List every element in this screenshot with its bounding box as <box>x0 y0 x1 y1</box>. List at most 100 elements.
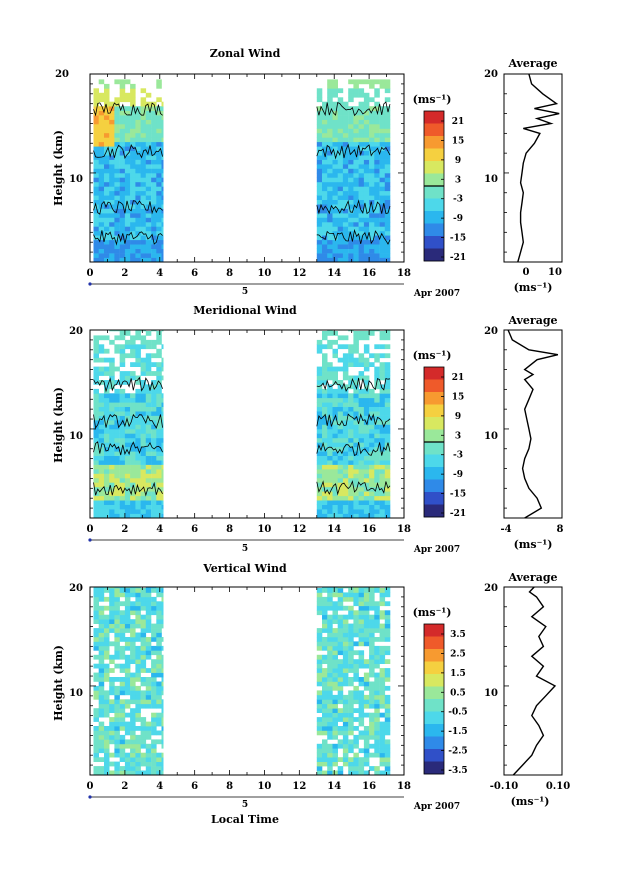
heatmap-cell <box>348 451 354 456</box>
heatmap-cell <box>379 592 386 598</box>
heatmap-cell <box>104 428 110 434</box>
heatmap-cell <box>114 699 120 705</box>
heatmap-cell <box>124 371 131 376</box>
heatmap-cell <box>135 619 141 624</box>
heatmap-cell <box>379 253 386 258</box>
heatmap-cell <box>109 428 115 434</box>
heatmap-cell <box>151 181 157 187</box>
heatmap-cell <box>104 623 110 629</box>
panel-title: Zonal Wind <box>210 47 281 60</box>
heatmap-cell <box>353 766 359 771</box>
heatmap-cell <box>140 88 147 94</box>
heatmap-cell <box>342 663 349 669</box>
heatmap-cell <box>109 402 115 407</box>
heatmap-cell <box>151 137 157 143</box>
heatmap-cell <box>114 217 120 223</box>
heatmap-cell <box>348 703 354 709</box>
heatmap-cell <box>145 614 152 620</box>
heatmap-cell <box>337 672 344 678</box>
heatmap-cell <box>322 717 328 722</box>
heatmap-cell <box>379 199 386 205</box>
heatmap-cell <box>358 513 365 519</box>
heatmap-cell <box>374 168 380 174</box>
heatmap-cell <box>130 491 136 497</box>
heatmap-cell <box>363 159 370 165</box>
heatmap-cell <box>98 110 105 116</box>
heatmap-cell <box>342 168 349 174</box>
heatmap-cell <box>156 495 162 501</box>
heatmap-cell <box>130 743 136 749</box>
heatmap-cell <box>363 213 370 218</box>
heatmap-cell <box>145 186 152 192</box>
heatmap-cell <box>130 721 136 727</box>
heatmap-cell <box>98 451 105 456</box>
heatmap-cell <box>98 186 105 192</box>
heatmap-cell <box>161 172 164 178</box>
x-ticks: 0 2 4 6 8 10 12 14 16 18 <box>87 781 411 792</box>
heatmap-cell <box>104 424 110 430</box>
heatmap-cell <box>337 645 344 651</box>
heatmap-cell <box>114 253 120 258</box>
heatmap-cell <box>379 141 386 147</box>
heatmap-cell <box>332 757 338 762</box>
heatmap-cell <box>114 770 120 776</box>
heatmap-cell <box>151 415 157 421</box>
heatmap-cell <box>353 226 359 232</box>
heatmap-cell <box>358 106 365 111</box>
heatmap-cell <box>161 464 164 470</box>
heatmap-cell <box>151 685 157 691</box>
heatmap-cell <box>93 393 99 399</box>
heatmap-cell <box>130 115 136 120</box>
heatmap-cell <box>353 614 359 620</box>
heatmap-cell <box>109 110 115 116</box>
heatmap-cell <box>358 730 365 736</box>
heatmap-cell <box>104 650 110 656</box>
heatmap-cell <box>119 172 126 178</box>
heatmap-cell <box>156 110 162 116</box>
heatmap-cell <box>348 486 354 492</box>
heatmap-cell <box>322 344 328 350</box>
heatmap-cell <box>135 181 141 187</box>
heatmap-cell <box>348 348 354 354</box>
heatmap-cell <box>337 97 344 103</box>
heatmap-cell <box>130 739 136 745</box>
heatmap-cell <box>322 712 328 718</box>
heatmap-cell <box>140 513 147 519</box>
heatmap-cell <box>124 766 131 771</box>
heatmap-cell <box>353 357 359 363</box>
heatmap-cell <box>369 442 375 448</box>
heatmap-cell <box>379 83 386 89</box>
heatmap-cell <box>161 248 164 254</box>
heatmap-cell <box>151 632 157 638</box>
heatmap-cell <box>353 362 359 367</box>
heatmap-cell <box>114 177 120 183</box>
heatmap-cell <box>353 79 359 85</box>
heatmap-cell <box>384 717 391 722</box>
heatmap-cell <box>369 596 375 602</box>
heatmap-cell <box>379 375 386 381</box>
heatmap-cell <box>98 477 105 483</box>
heatmap-cell <box>327 650 333 656</box>
heatmap-cell <box>363 677 370 682</box>
heatmap-cell <box>156 654 162 660</box>
heatmap-cell <box>93 155 99 160</box>
heatmap-cell <box>156 469 162 474</box>
heatmap-cell <box>374 734 380 740</box>
heatmap-cell <box>151 681 157 687</box>
heatmap-cell <box>109 446 115 452</box>
contour-line <box>93 200 163 215</box>
heatmap-cell <box>332 415 338 421</box>
heatmap-cell <box>104 442 110 448</box>
heatmap-cell <box>104 190 110 196</box>
heatmap-cell <box>109 699 115 705</box>
heatmap-cell <box>384 195 391 200</box>
heatmap-cell <box>109 734 115 740</box>
heatmap-cell <box>124 614 131 620</box>
colorbar-tick-label: 15 <box>452 136 465 146</box>
heatmap-cell <box>374 150 380 156</box>
heatmap-cell <box>109 641 115 647</box>
heatmap-cell <box>316 752 323 758</box>
heatmap-cell <box>104 469 110 474</box>
heatmap-cell <box>104 119 110 125</box>
heatmap-cell <box>374 451 380 456</box>
